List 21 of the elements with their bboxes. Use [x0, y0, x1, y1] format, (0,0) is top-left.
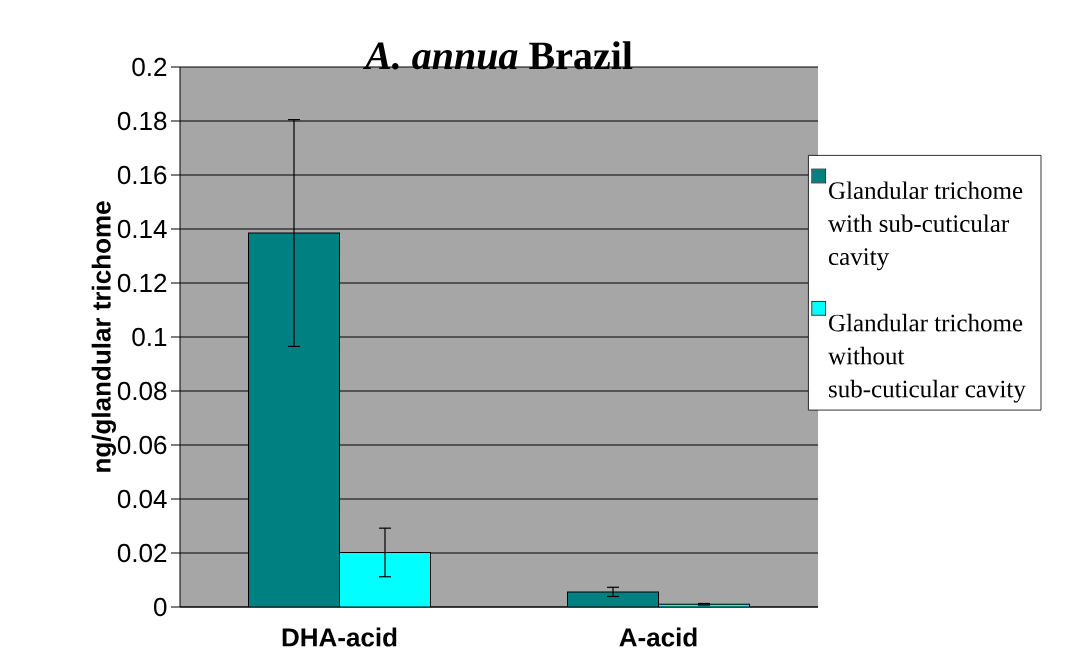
y-tick-label: 0.06 — [117, 435, 167, 455]
x-tick-label: DHA-acid — [282, 627, 397, 647]
y-tick-label: 0.18 — [117, 111, 167, 131]
y-tick-label: 0 — [154, 597, 167, 617]
text: Glandular trichome without sub-cuticular cavity — [828, 313, 1026, 403]
x-tick-label: A-acid — [619, 627, 697, 647]
bar — [567, 591, 659, 607]
text: Glandular trichome with sub-cuticular cavity — [828, 181, 1023, 271]
chart-title: A. annua Brazil — [363, 41, 633, 70]
y-tick-label: 0.02 — [117, 543, 167, 563]
y-tick-label: 0.08 — [117, 381, 167, 401]
bar — [248, 232, 340, 607]
y-tick-label: 0.2 — [132, 57, 167, 77]
y-tick-label: 0.04 — [117, 489, 167, 509]
y-tick-label: 0.1 — [132, 327, 167, 347]
bar — [658, 603, 750, 607]
y-tick-label: 0.12 — [117, 273, 167, 293]
y-axis-title: ng/glandular trichome — [91, 201, 116, 472]
bar — [339, 551, 431, 607]
y-tick-label: 0.16 — [117, 165, 167, 185]
y-tick-label: 0.14 — [117, 219, 167, 239]
